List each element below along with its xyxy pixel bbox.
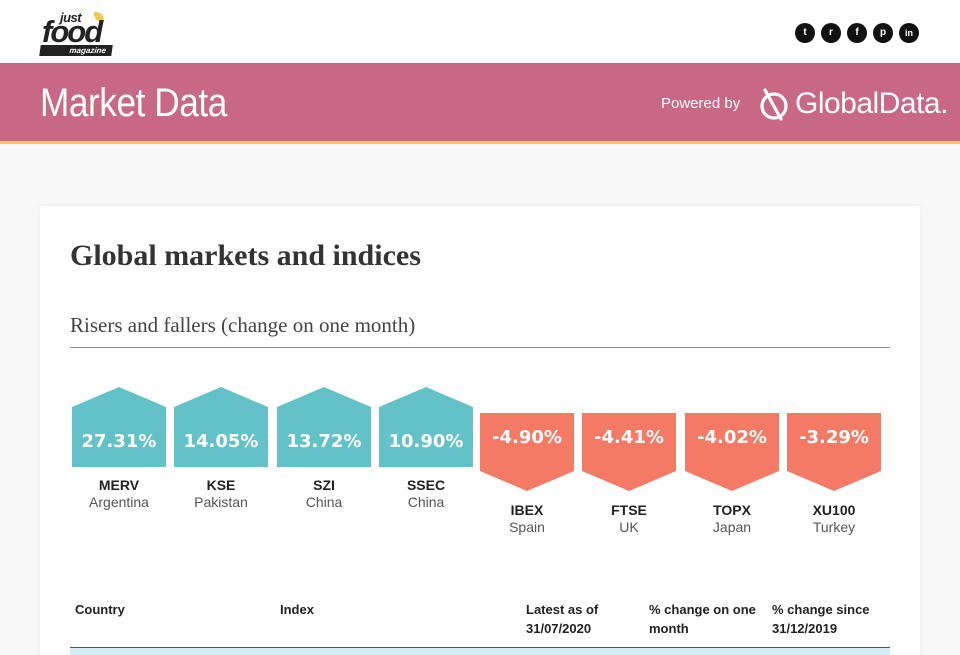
- section-heading: Global markets and indices: [70, 239, 421, 272]
- reddit-icon[interactable]: r: [821, 23, 841, 43]
- faller-code: XU100: [812, 502, 856, 518]
- riser-country: Argentina: [89, 494, 149, 510]
- riser-value: 14.05%: [183, 431, 259, 452]
- page-title: Market Data: [40, 81, 227, 125]
- header-label-line2: 31/12/2019: [772, 621, 838, 636]
- down-arrow-icon: [582, 413, 676, 491]
- faller-value: -3.29%: [799, 427, 869, 448]
- section-subtitle: Risers and fallers (change on one month): [70, 313, 416, 337]
- twitter-icon[interactable]: t: [795, 23, 815, 43]
- faller-code: IBEX: [510, 502, 544, 518]
- riser-value: 27.31%: [81, 431, 157, 452]
- riser-code: SZI: [313, 477, 335, 493]
- logo-magazine: magazine: [39, 45, 113, 56]
- riser-code: KSE: [206, 477, 236, 493]
- faller-country: Spain: [509, 519, 545, 535]
- riser-code: MERV: [98, 477, 140, 493]
- column-header-country[interactable]: Country: [75, 600, 125, 619]
- globaldata-logo-text[interactable]: GlobalData.: [795, 87, 948, 120]
- down-arrow-icon: [787, 413, 881, 491]
- table-header-divider: [70, 647, 890, 648]
- header-label-line2: 31/07/2020: [526, 621, 592, 636]
- header-label-line1: % change since: [772, 602, 870, 617]
- column-header-index[interactable]: Index: [280, 600, 314, 619]
- market-data-banner: Market Data Powered by GlobalData.: [0, 63, 960, 144]
- column-header-change-month[interactable]: % change on one month: [649, 600, 756, 638]
- riser-country: China: [407, 494, 445, 510]
- faller-country: UK: [619, 519, 639, 535]
- up-arrow-icon: [277, 387, 371, 467]
- faller-value: -4.41%: [594, 427, 664, 448]
- globaldata-logo-icon: [760, 88, 788, 121]
- logo-just: just: [60, 10, 82, 25]
- riser-country: Pakistan: [194, 494, 248, 510]
- down-arrow-icon: [480, 413, 574, 491]
- up-arrow-icon: [379, 387, 473, 467]
- faller-code: TOPX: [713, 502, 751, 518]
- faller-code: FTSE: [611, 502, 647, 518]
- leaf-icon: [94, 12, 104, 22]
- header-label-line1: % change on one: [649, 602, 756, 617]
- top-bar: just food magazine t r f p in: [0, 0, 960, 63]
- powered-by-label: Powered by: [661, 95, 741, 112]
- up-arrow-icon: [174, 387, 268, 467]
- linkedin-icon[interactable]: in: [899, 23, 919, 43]
- markets-card: Global markets and indices Risers and fa…: [40, 206, 920, 655]
- column-header-change-since[interactable]: % change since 31/12/2019: [772, 600, 870, 638]
- riser-value: 13.72%: [286, 431, 362, 452]
- riser-code: SSEC: [406, 477, 446, 493]
- faller-country: Japan: [712, 519, 752, 535]
- just-food-logo[interactable]: just food magazine: [39, 10, 114, 56]
- riser-value: 10.90%: [388, 431, 464, 452]
- header-label-line2: month: [649, 621, 689, 636]
- down-arrow-icon: [685, 413, 779, 491]
- column-header-latest[interactable]: Latest as of 31/07/2020: [526, 600, 598, 638]
- faller-value: -4.90%: [492, 427, 562, 448]
- header-label: Country: [75, 602, 125, 617]
- table-row[interactable]: [70, 648, 890, 655]
- header-label-line1: Latest as of: [526, 602, 599, 617]
- faller-country: Turkey: [812, 519, 856, 535]
- header-label: Index: [280, 602, 314, 617]
- subtitle-divider: [70, 347, 890, 348]
- faller-value: -4.02%: [697, 427, 767, 448]
- pinterest-icon[interactable]: p: [873, 23, 893, 43]
- facebook-icon[interactable]: f: [847, 23, 867, 43]
- logo-food: food: [42, 14, 103, 49]
- riser-country: China: [305, 494, 343, 510]
- up-arrow-icon: [72, 387, 166, 467]
